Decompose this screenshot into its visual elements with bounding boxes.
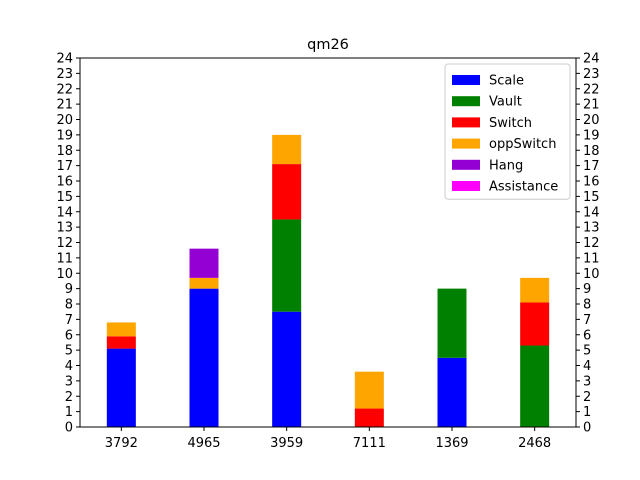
bar-scale-1369 <box>437 357 467 427</box>
legend-label-switch: Switch <box>489 116 532 131</box>
x-tick-label-7111: 7111 <box>353 436 386 451</box>
y-tick-label-right: 5 <box>583 344 591 359</box>
y-tick-label-right: 20 <box>583 113 600 128</box>
y-tick-label-left: 18 <box>56 144 73 159</box>
y-tick-label-right: 17 <box>583 159 600 174</box>
y-tick-label-right: 7 <box>583 313 591 328</box>
legend-swatch-hang <box>452 159 480 170</box>
y-tick-label-right: 0 <box>583 421 591 436</box>
y-tick-label-left: 8 <box>65 298 73 313</box>
y-tick-label-right: 24 <box>583 52 600 67</box>
y-tick-label-left: 2 <box>65 390 73 405</box>
y-tick-label-right: 4 <box>583 359 591 374</box>
legend-swatch-assistance <box>452 181 480 191</box>
legend-swatch-oppswitch <box>452 138 480 149</box>
chart-title: qm26 <box>307 37 349 53</box>
y-tick-label-left: 5 <box>65 344 73 359</box>
legend: Scale Vault Switch oppSwitch Hang Assistance <box>444 63 571 200</box>
y-tick-label-left: 11 <box>56 251 73 266</box>
bar-vault-1369 <box>437 288 467 358</box>
legend-swatch-vault <box>452 96 480 107</box>
y-tick-label-right: 8 <box>583 298 591 313</box>
y-tick-label-right: 16 <box>583 175 600 190</box>
y-tick-label-left: 4 <box>65 359 73 374</box>
y-tick-label-left: 23 <box>56 67 73 82</box>
x-tick-label-4965: 4965 <box>187 436 220 451</box>
y-tick-label-right: 21 <box>583 98 600 113</box>
y-tick-label-left: 14 <box>56 205 73 220</box>
y-tick-label-right: 9 <box>583 282 591 297</box>
y-tick-label-right: 3 <box>583 374 591 389</box>
y-tick-label-right: 18 <box>583 144 600 159</box>
bar-scale-3959 <box>272 311 302 427</box>
y-tick-label-right: 1 <box>583 405 591 420</box>
bar-vault-3959 <box>272 219 302 312</box>
bar-hang-4965 <box>189 248 219 278</box>
y-tick-label-right: 11 <box>583 251 600 266</box>
bar-scale-4965 <box>189 288 219 427</box>
bar-switch-2468 <box>520 302 550 346</box>
x-tick-label-3959: 3959 <box>270 436 303 451</box>
legend-label-scale: Scale <box>489 74 524 89</box>
y-tick-label-left: 21 <box>56 98 73 113</box>
y-tick-label-left: 3 <box>65 374 73 389</box>
bar-switch-7111 <box>354 408 384 427</box>
y-tick-label-left: 13 <box>56 221 73 236</box>
x-tick-label-3792: 3792 <box>105 436 138 451</box>
y-tick-label-left: 1 <box>65 405 73 420</box>
bar-oppswitch-4965 <box>189 277 219 289</box>
legend-label-vault: Vault <box>489 95 522 110</box>
y-tick-label-left: 19 <box>56 128 73 143</box>
y-tick-label-left: 0 <box>65 421 73 436</box>
y-tick-label-right: 6 <box>583 328 591 343</box>
legend-swatch-scale <box>452 75 480 85</box>
y-tick-label-right: 22 <box>583 82 600 97</box>
bar-oppswitch-3792 <box>106 322 136 337</box>
bar-scale-3792 <box>106 348 136 427</box>
y-tick-label-left: 22 <box>56 82 73 97</box>
bar-oppswitch-2468 <box>520 277 550 303</box>
bars-layer <box>106 134 550 427</box>
legend-label-assistance: Assistance <box>489 180 558 195</box>
x-tick-label-2468: 2468 <box>518 436 551 451</box>
y-tick-label-left: 7 <box>65 313 73 328</box>
legend-label-hang: Hang <box>489 158 523 173</box>
bar-oppswitch-7111 <box>354 371 384 409</box>
y-tick-label-right: 12 <box>583 236 600 251</box>
legend-swatch-switch <box>452 117 480 128</box>
y-tick-label-left: 24 <box>56 52 73 67</box>
y-tick-label-right: 14 <box>583 205 600 220</box>
y-tick-label-right: 2 <box>583 390 591 405</box>
y-tick-label-left: 10 <box>56 267 73 282</box>
y-tick-label-left: 15 <box>56 190 73 205</box>
y-tick-label-left: 9 <box>65 282 73 297</box>
y-tick-label-left: 17 <box>56 159 73 174</box>
bar-oppswitch-3959 <box>272 134 302 165</box>
bar-switch-3792 <box>106 336 136 349</box>
y-tick-label-left: 16 <box>56 175 73 190</box>
bar-vault-2468 <box>520 345 550 427</box>
y-tick-label-right: 23 <box>583 67 600 82</box>
y-tick-label-left: 20 <box>56 113 73 128</box>
y-tick-label-right: 10 <box>583 267 600 282</box>
y-tick-label-right: 19 <box>583 128 600 143</box>
bar-switch-3959 <box>272 164 302 220</box>
y-tick-label-right: 15 <box>583 190 600 205</box>
x-tick-label-1369: 1369 <box>435 436 468 451</box>
y-tick-label-right: 13 <box>583 221 600 236</box>
y-tick-label-left: 6 <box>65 328 73 343</box>
y-tick-label-left: 12 <box>56 236 73 251</box>
legend-label-oppswitch: oppSwitch <box>489 137 556 152</box>
